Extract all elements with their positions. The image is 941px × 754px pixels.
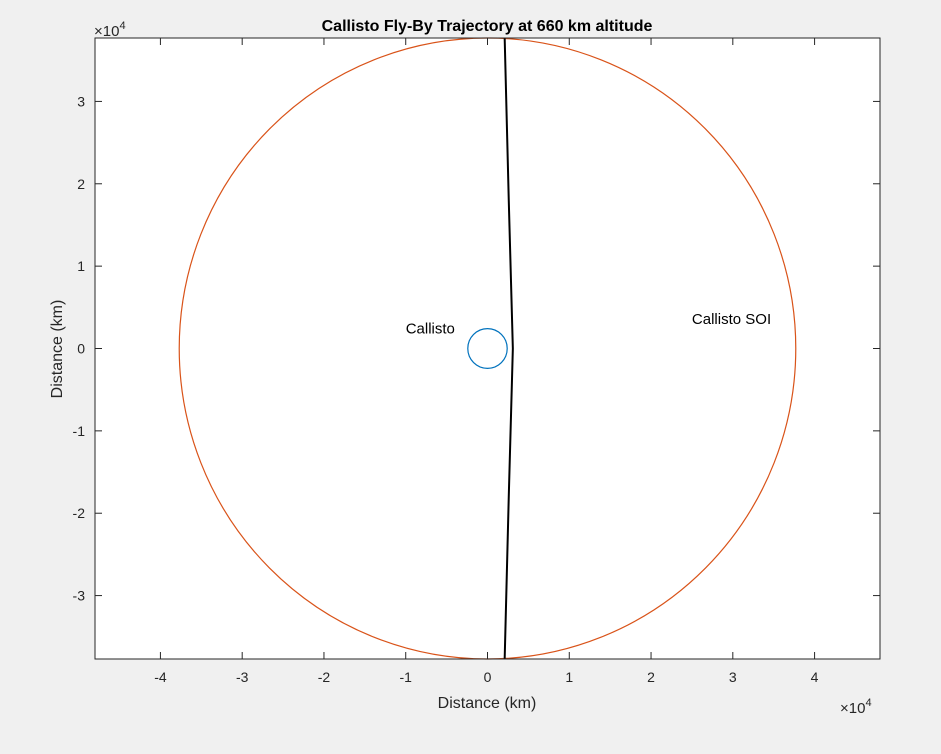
y-axis-label: Distance (km) [49, 300, 66, 399]
x-tick-label: -1 [400, 669, 413, 685]
y-tick-label: 3 [77, 93, 85, 109]
x-tick-label: -3 [236, 669, 249, 685]
callisto-soi-annotation: Callisto SOI [692, 311, 771, 328]
y-tick-label: 2 [77, 176, 85, 192]
chart-title: Callisto Fly-By Trajectory at 660 km alt… [322, 18, 653, 35]
x-tick-label: 0 [484, 669, 492, 685]
x-exponent-base: ×10 [840, 700, 865, 717]
y-tick-label: -3 [73, 588, 86, 604]
trajectory-line [503, 37, 514, 660]
y-exponent-base: ×10 [94, 23, 119, 40]
y-tick-label: -1 [73, 423, 86, 439]
x-tick-label: -4 [154, 669, 167, 685]
callisto-annotation: Callisto [406, 321, 455, 338]
x-tick-label: 2 [647, 669, 655, 685]
y-axis-exponent: ×104 [94, 20, 126, 40]
plot-area [95, 38, 880, 659]
ticks-layer: -4 -3 -2 -1 0 1 2 3 4 -3 -2 -1 0 1 2 3 [73, 38, 880, 685]
callisto-body-circle [467, 328, 508, 369]
x-axis-label: Distance (km) [438, 695, 537, 712]
y-tick-label: 1 [77, 258, 85, 274]
x-axis-exponent: ×104 [840, 697, 872, 717]
x-tick-label: 1 [565, 669, 573, 685]
y-tick-label: -2 [73, 505, 86, 521]
x-exponent-power: 4 [865, 697, 871, 709]
x-tick-label: 3 [729, 669, 737, 685]
annotation-layer: Callisto Callisto SOI [406, 311, 771, 338]
y-exponent-power: 4 [119, 20, 125, 32]
y-tick-label: 0 [77, 341, 85, 357]
x-tick-label: 4 [811, 669, 819, 685]
x-tick-label: -2 [318, 669, 331, 685]
